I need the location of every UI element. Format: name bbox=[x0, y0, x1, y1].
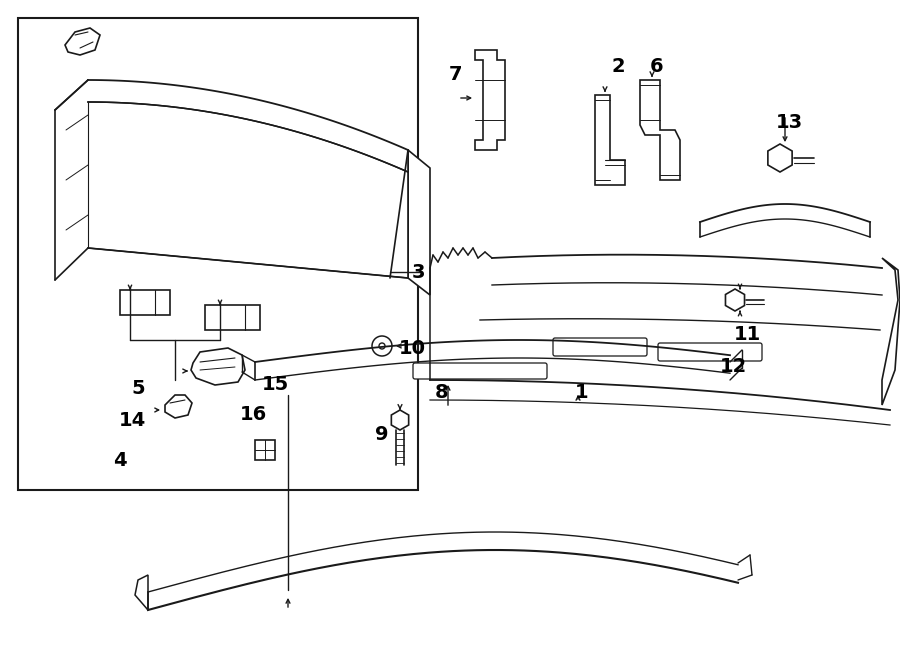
Text: 13: 13 bbox=[776, 114, 803, 132]
Polygon shape bbox=[475, 50, 505, 150]
Polygon shape bbox=[408, 150, 430, 295]
Text: 16: 16 bbox=[239, 405, 266, 424]
Polygon shape bbox=[120, 290, 170, 315]
Text: 4: 4 bbox=[113, 451, 127, 469]
Text: 15: 15 bbox=[261, 375, 289, 395]
Polygon shape bbox=[165, 395, 192, 418]
FancyBboxPatch shape bbox=[553, 338, 647, 356]
Text: 9: 9 bbox=[375, 424, 389, 444]
Polygon shape bbox=[595, 95, 625, 185]
Polygon shape bbox=[640, 80, 680, 180]
Text: 1: 1 bbox=[575, 383, 589, 401]
Polygon shape bbox=[255, 440, 275, 460]
Text: 11: 11 bbox=[734, 325, 760, 344]
Polygon shape bbox=[392, 410, 409, 430]
Polygon shape bbox=[135, 575, 148, 610]
Polygon shape bbox=[768, 144, 792, 172]
Text: 5: 5 bbox=[131, 379, 145, 399]
Text: 2: 2 bbox=[611, 58, 625, 77]
Text: 8: 8 bbox=[436, 383, 449, 403]
Text: 3: 3 bbox=[411, 262, 425, 282]
Polygon shape bbox=[725, 289, 744, 311]
Text: 7: 7 bbox=[448, 65, 462, 85]
Polygon shape bbox=[18, 18, 418, 490]
FancyBboxPatch shape bbox=[658, 343, 762, 361]
Text: 10: 10 bbox=[399, 338, 426, 358]
Polygon shape bbox=[65, 28, 100, 55]
FancyBboxPatch shape bbox=[413, 363, 547, 379]
Polygon shape bbox=[191, 348, 245, 385]
Text: 6: 6 bbox=[650, 58, 664, 77]
Text: 14: 14 bbox=[119, 410, 146, 430]
Text: 12: 12 bbox=[719, 356, 747, 375]
Polygon shape bbox=[882, 258, 900, 405]
Polygon shape bbox=[205, 305, 260, 330]
